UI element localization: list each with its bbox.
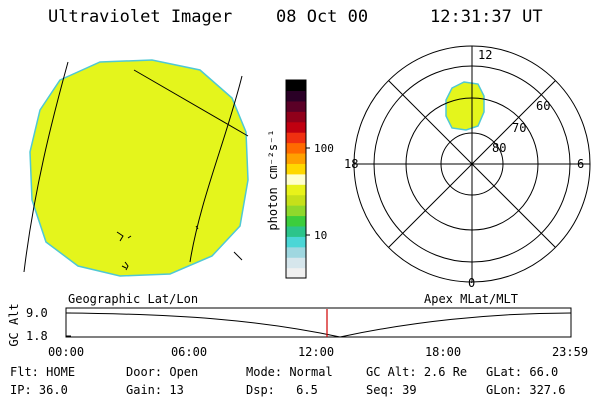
x-tick-label: 23:59 xyxy=(552,345,588,359)
colorbar-segment xyxy=(286,173,306,185)
x-tick-label: 06:00 xyxy=(171,345,207,359)
altitude-curve xyxy=(65,312,572,338)
status-value: 327.6 xyxy=(529,383,566,397)
status-label: Door: xyxy=(126,365,163,379)
colorbar-segment xyxy=(286,267,306,279)
observation-date: 08 Oct 00 xyxy=(276,7,369,27)
status-value: 13 xyxy=(169,383,184,397)
uv-emission-disk xyxy=(29,59,249,277)
colorbar-segment xyxy=(286,225,306,237)
status-seq: Seq: 39 xyxy=(366,384,417,396)
timeline-frame xyxy=(65,307,572,338)
status-value: 6.5 xyxy=(296,383,318,397)
timeline-right-title: Apex MLat/MLT xyxy=(424,292,518,306)
geographic-grid-lines xyxy=(23,61,249,273)
y-tick-label: 9.0 xyxy=(26,306,48,320)
status-label: GLon: xyxy=(486,383,523,397)
colorbar xyxy=(285,79,307,279)
colorbar-segment xyxy=(286,90,306,102)
status-flight: Flt: HOME xyxy=(10,366,75,378)
colorbar-segment xyxy=(286,184,306,196)
meridian-line xyxy=(133,69,249,137)
colorbar-segment xyxy=(286,215,306,227)
colorbar-frame xyxy=(285,79,307,279)
colorbar-segment xyxy=(286,100,306,112)
status-glon: GLon: 327.6 xyxy=(486,384,565,396)
x-tick-label: 00:00 xyxy=(48,345,84,359)
colorbar-segment xyxy=(286,163,306,175)
lat-label-80: 80 xyxy=(492,141,506,155)
mlt-label-0: 0 xyxy=(468,276,475,290)
mlt-meridian-diagonal xyxy=(388,80,556,248)
timeline-left-title: Geographic Lat/Lon xyxy=(68,292,198,306)
instrument-title: Ultraviolet Imager xyxy=(48,7,233,27)
status-glat: GLat: 66.0 xyxy=(486,366,558,378)
status-value: HOME xyxy=(46,365,76,379)
status-value: 66.0 xyxy=(529,365,559,379)
status-label: Flt: xyxy=(10,365,39,379)
lat-label-70: 70 xyxy=(512,121,526,135)
colorbar-tick-label: 100 xyxy=(314,142,334,155)
status-ip: IP: 36.0 xyxy=(10,384,68,396)
colorbar-segment xyxy=(286,152,306,164)
observation-time: 12:31:37 UT xyxy=(430,7,543,27)
colorbar-segment xyxy=(286,194,306,206)
colorbar-segment xyxy=(286,257,306,269)
y-axis-label: GC Alt xyxy=(7,303,21,346)
lat-label-60: 60 xyxy=(536,99,550,113)
geographic-image xyxy=(23,59,249,277)
colorbar-segment xyxy=(286,111,306,123)
status-label: GLat: xyxy=(486,365,523,379)
status-label: Mode: xyxy=(246,365,283,379)
status-value: 36.0 xyxy=(38,383,68,397)
colorbar-label: photon cm⁻²s⁻¹ xyxy=(266,129,280,230)
status-value: 39 xyxy=(402,383,417,397)
meridian-line xyxy=(23,61,69,273)
status-label: Seq: xyxy=(366,383,395,397)
status-dsp: Dsp: 6.5 xyxy=(246,384,318,396)
status-value: Open xyxy=(169,365,199,379)
colorbar-tick-label: 10 xyxy=(314,229,327,242)
status-value: 2.6 Re xyxy=(423,365,468,379)
colorbar-segment xyxy=(286,205,306,217)
status-gain: Gain: 13 xyxy=(126,384,184,396)
y-tick-label: 1.8 xyxy=(26,329,48,343)
colorbar-segment xyxy=(286,142,306,154)
mlt-label-18: 18 xyxy=(344,157,358,171)
meridian-line xyxy=(189,75,243,263)
status-label: IP: xyxy=(10,383,32,397)
status-label: GC Alt: xyxy=(366,365,417,379)
x-tick-label: 18:00 xyxy=(425,345,461,359)
mlt-label-12: 12 xyxy=(478,48,492,62)
auroral-oval-emission xyxy=(445,81,485,131)
altitude-timeline: Geographic Lat/Lon Apex MLat/MLT 9.0 1.8… xyxy=(7,292,588,359)
x-tick-label: 12:00 xyxy=(298,345,334,359)
colorbar-segment xyxy=(286,236,306,248)
colorbar-segment xyxy=(286,132,306,144)
mlt-label-6: 6 xyxy=(577,157,584,171)
status-door: Door: Open xyxy=(126,366,198,378)
status-gc-alt: GC Alt: 2.6 Re xyxy=(366,366,467,378)
colorbar-segment xyxy=(286,80,306,92)
colorbar-segment xyxy=(286,246,306,258)
colorbar-segment xyxy=(286,121,306,133)
coastline-fragments xyxy=(116,225,243,271)
status-value: Normal xyxy=(289,365,333,379)
polar-plot: 12 18 6 0 80 70 60 xyxy=(344,45,591,290)
status-mode: Mode: Normal xyxy=(246,366,333,378)
status-label: Gain: xyxy=(126,383,163,397)
status-label: Dsp: xyxy=(246,383,275,397)
